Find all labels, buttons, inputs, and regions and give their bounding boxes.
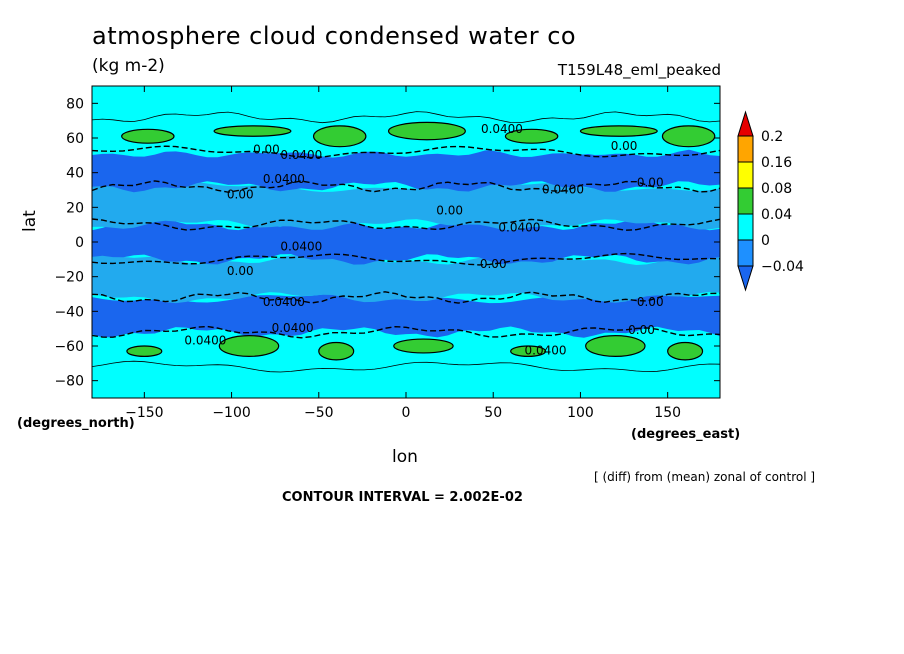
contour-label: 0.00 [637, 176, 664, 190]
contour-line [91, 111, 721, 124]
x-tick-label: −100 [212, 405, 250, 421]
y-tick-label: 0 [75, 235, 84, 251]
contour-label: 0.00 [253, 143, 280, 157]
contour-label: 0.00 [227, 188, 254, 202]
contour-layer [91, 111, 721, 373]
x-tick-label: −50 [304, 405, 334, 421]
green-patch [387, 121, 466, 141]
green-patch [312, 125, 367, 148]
contour-label: 0.0400 [542, 182, 584, 196]
green-patch [579, 125, 658, 137]
contour-line [91, 180, 721, 193]
contour-label: 0.00 [480, 257, 507, 271]
colorbar-label: −0.04 [761, 259, 804, 275]
y-tick-label: 20 [66, 200, 84, 216]
green-patch [318, 341, 355, 361]
colorbar-label: 0.16 [761, 155, 792, 171]
contour-label: 0.0400 [525, 344, 567, 358]
y-tick-label: 40 [66, 166, 84, 182]
green-patch [213, 125, 292, 137]
x-tick-label: 100 [567, 405, 594, 421]
contour-label: 0.0400 [263, 172, 305, 186]
colorbar-segment [737, 110, 754, 137]
y-tick-label: 80 [66, 96, 84, 112]
contour-label: 0.00 [436, 203, 463, 217]
colorbar-segment [737, 187, 754, 215]
x-tick-label: −150 [125, 405, 163, 421]
green-patch [661, 125, 716, 148]
contour-interval: CONTOUR INTERVAL = 2.002E-02 [282, 490, 523, 505]
y-tick-label: 60 [66, 131, 84, 147]
x-tick-label: 150 [654, 405, 681, 421]
contour-label: 0.0400 [272, 321, 314, 335]
green-patch [585, 335, 646, 358]
band [92, 291, 720, 338]
band [92, 146, 720, 193]
contour-line [91, 325, 721, 339]
colorbar-label: 0.04 [761, 207, 792, 223]
colorbar-segment [737, 265, 754, 292]
colorbar-segment [737, 239, 754, 267]
colorbar-label: 0 [761, 233, 770, 249]
green-patch [510, 345, 547, 357]
colorbar: 0.2 0.16 0.08 0.04 0 −0.04 [737, 110, 804, 292]
contour-line [91, 360, 721, 373]
colorbar-label: 0.08 [761, 181, 792, 197]
x-tick-label: 50 [484, 405, 502, 421]
green-patch [393, 338, 454, 354]
x-units-label: (degrees_east) [631, 427, 741, 442]
chart-title: atmosphere cloud condensed water co [92, 22, 577, 50]
y-tick-label: −60 [54, 339, 84, 355]
band [92, 181, 720, 231]
green-patch [667, 341, 704, 361]
band [92, 253, 720, 304]
experiment-label: T159L48_eml_peaked [557, 61, 721, 79]
green-patch [504, 128, 559, 144]
x-axis-label: lon [392, 447, 418, 467]
colorbar-segment [737, 213, 754, 241]
contour-label: 0.00 [637, 295, 664, 309]
green-patch [126, 345, 163, 357]
contour-label: 0.00 [611, 139, 638, 153]
y-axis-label: lat [20, 210, 40, 232]
green-patch [121, 128, 175, 144]
x-tick-label: 0 [402, 405, 411, 421]
contour-line [91, 145, 721, 159]
colorbar-segment [737, 135, 754, 163]
contour-line [91, 218, 721, 231]
contour-label: 0.00 [227, 264, 254, 278]
band [92, 219, 720, 265]
contour-line [91, 252, 721, 266]
contour-label: 0.0400 [263, 295, 305, 309]
patch-layer [121, 121, 716, 361]
contour-label: 0.0400 [280, 148, 322, 162]
y-tick-label: −40 [54, 304, 84, 320]
y-tick-label: −20 [54, 270, 84, 286]
y-units-label: (degrees_north) [17, 416, 135, 431]
colorbar-segment [737, 161, 754, 189]
colorbar-label: 0.2 [761, 129, 783, 145]
tick-layer: −150 −100 −50 0 50 100 150 80 60 40 20 0 −20 −40 −60 −8… [54, 86, 720, 421]
y-tick-label: −80 [54, 374, 84, 390]
contour-label: 0.0400 [280, 240, 322, 254]
contour-label: 0.00 [628, 323, 655, 337]
chart-units: (kg m-2) [92, 56, 165, 76]
comparison-note: [ (diff) from (mean) zonal of control ] [594, 470, 816, 484]
contour-label: 0.0400 [481, 122, 523, 136]
green-patch [218, 335, 280, 358]
contour-label: 0.0400 [184, 333, 226, 347]
contour-label: 0.0400 [498, 221, 540, 235]
contour-line [91, 291, 721, 304]
